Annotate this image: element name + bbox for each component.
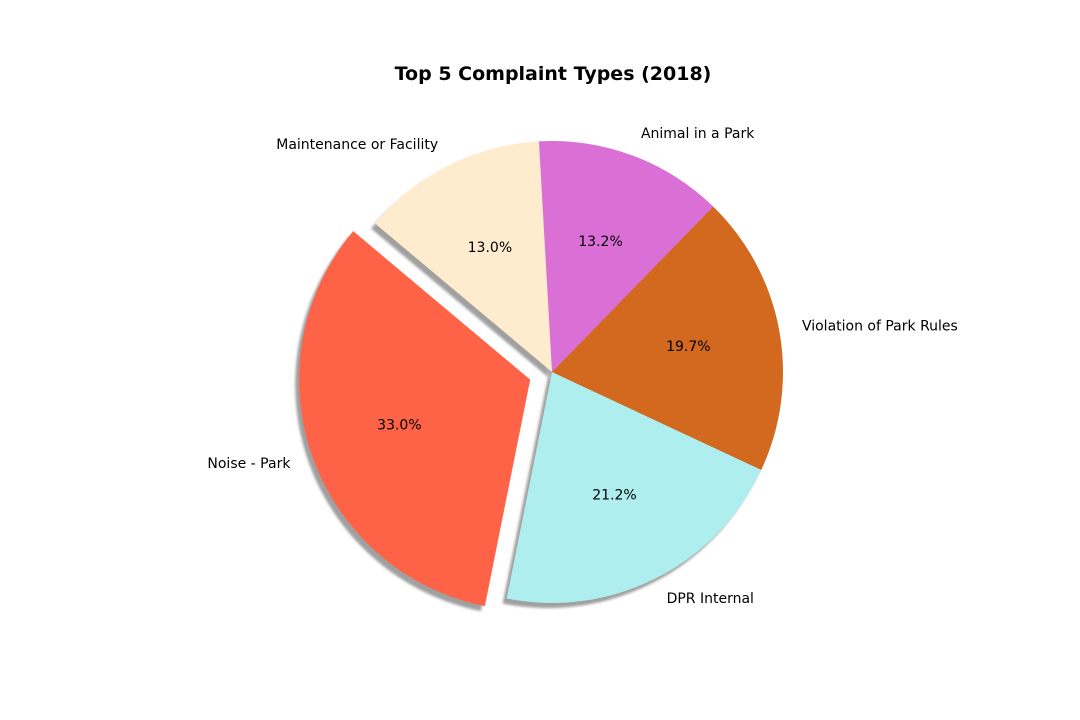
pct-label-noise-park: 33.0% (377, 418, 421, 434)
pie-slice-violation-of-park-rules (552, 206, 783, 470)
slice-label-noise-park: Noise - Park (207, 456, 291, 472)
slice-label-violation-of-park-rules: Violation of Park Rules (802, 318, 958, 334)
label-layer: 33.0% Noise - Park 21.2% DPR Internal 19.7% V… (207, 126, 957, 607)
pct-label-dpr-internal: 21.2% (592, 488, 636, 504)
pie-slice-animal-in-a-park (538, 141, 714, 372)
pct-label-animal-in-a-park: 13.2% (578, 234, 622, 250)
pie-slice-noise-park (299, 231, 531, 607)
pct-label-maintenance-or-facility: 13.0% (468, 240, 512, 256)
pie-slice-maintenance-or-facility (375, 141, 552, 372)
slice-label-dpr-internal: DPR Internal (667, 591, 754, 607)
slice-label-animal-in-a-park: Animal in a Park (641, 126, 755, 142)
slice-layer (299, 141, 783, 607)
pie-slice-dpr-internal (506, 372, 762, 603)
chart-title: Top 5 Complaint Types (2018) (395, 63, 712, 85)
slice-label-maintenance-or-facility: Maintenance or Facility (276, 137, 438, 153)
pct-label-violation-of-park-rules: 19.7% (666, 339, 710, 355)
